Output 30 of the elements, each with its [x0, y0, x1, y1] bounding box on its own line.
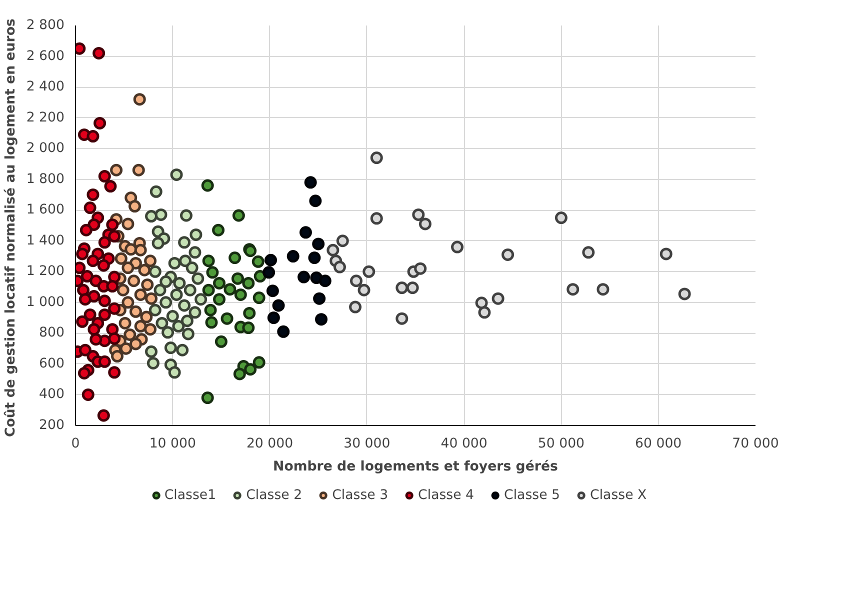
- legend-label: Classe 5: [504, 488, 560, 502]
- y-tick-label: 1 400: [26, 233, 64, 248]
- y-tick-label: 2 200: [26, 110, 64, 126]
- y-tick-label: 200: [39, 418, 65, 433]
- x-tick-label: 70 000: [732, 436, 779, 452]
- y-axis-title: Coût de gestion locatif normalisé au logement en euros: [3, 18, 18, 438]
- x-tick-label: 0: [71, 436, 80, 452]
- y-tick-label: 1 800: [26, 172, 64, 187]
- y-tick-label: 1 000: [26, 294, 64, 310]
- legend-label: Classe1: [164, 488, 216, 502]
- legend-label: Classe 4: [418, 488, 474, 502]
- legend-label: Classe 3: [332, 488, 388, 502]
- y-tick-label: 2 400: [26, 80, 64, 95]
- x-tick-label: 40 000: [440, 436, 488, 452]
- y-tick-label: 1 600: [26, 202, 64, 218]
- y-tick-label: 1 200: [26, 264, 64, 280]
- x-tick-label: 20 000: [246, 436, 294, 452]
- y-tick-label: 600: [39, 356, 65, 372]
- legend-label: Classe 2: [246, 488, 302, 502]
- y-tick-label: 2 600: [26, 48, 64, 64]
- x-tick-label: 50 000: [538, 436, 585, 452]
- legend-label: Classe X: [590, 488, 647, 502]
- x-tick-label: 10 000: [149, 436, 196, 452]
- y-tick-label: 2 800: [26, 18, 64, 33]
- x-tick-label: 30 000: [344, 436, 390, 452]
- x-tick-label: 60 000: [635, 436, 682, 452]
- y-tick-label: 2 000: [26, 141, 64, 156]
- x-axis-title: Nombre de logements et foyers gérés: [273, 460, 558, 474]
- y-tick-label: 400: [39, 387, 65, 402]
- y-tick-label: 800: [39, 326, 65, 341]
